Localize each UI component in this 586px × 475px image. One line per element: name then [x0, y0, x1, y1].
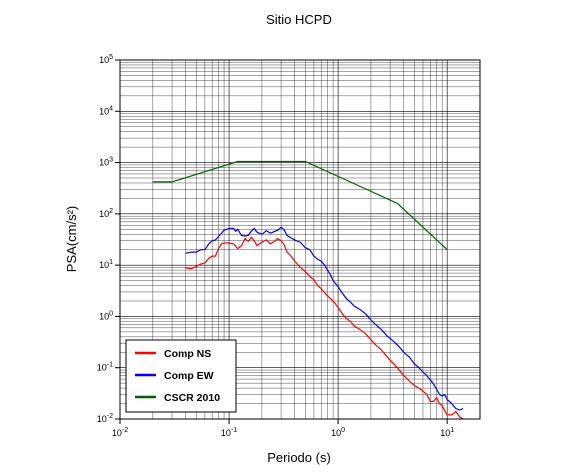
- legend-label: CSCR 2010: [164, 392, 220, 404]
- legend: Comp NS Comp EW CSCR 2010: [125, 339, 237, 413]
- y-axis-label: PSA(cm/s²): [64, 206, 79, 272]
- y-tick-label: 10-1: [97, 362, 113, 373]
- x-tick-label: 10-1: [221, 427, 237, 438]
- series-line: [185, 236, 464, 420]
- x-tick-label: 101: [440, 427, 454, 438]
- series-line: [185, 226, 464, 411]
- legend-label: Comp EW: [164, 370, 214, 382]
- x-tick-label: 10-2: [112, 427, 128, 438]
- series-lines: [152, 160, 464, 420]
- y-tick-label: 10-2: [97, 413, 113, 424]
- x-axis-label: Periodo (s): [267, 450, 331, 465]
- y-tick-label: 104: [99, 105, 113, 116]
- chart-title: Sitio HCPD: [266, 12, 332, 27]
- legend-label: Comp NS: [164, 348, 211, 360]
- plot-frame: [119, 59, 481, 420]
- y-tick-label: 105: [99, 54, 113, 65]
- x-tick-label: 100: [331, 427, 345, 438]
- y-tick-label: 101: [99, 259, 113, 270]
- y-tick-label: 103: [99, 157, 113, 168]
- y-tick-label: 100: [99, 310, 113, 321]
- x-axis: 10-2 10-1 100 101: [112, 419, 454, 438]
- y-tick-label: 102: [99, 208, 113, 219]
- series-line: [152, 160, 448, 251]
- y-axis: 10-2 10-1 100 101 102 103 104 105: [97, 54, 120, 424]
